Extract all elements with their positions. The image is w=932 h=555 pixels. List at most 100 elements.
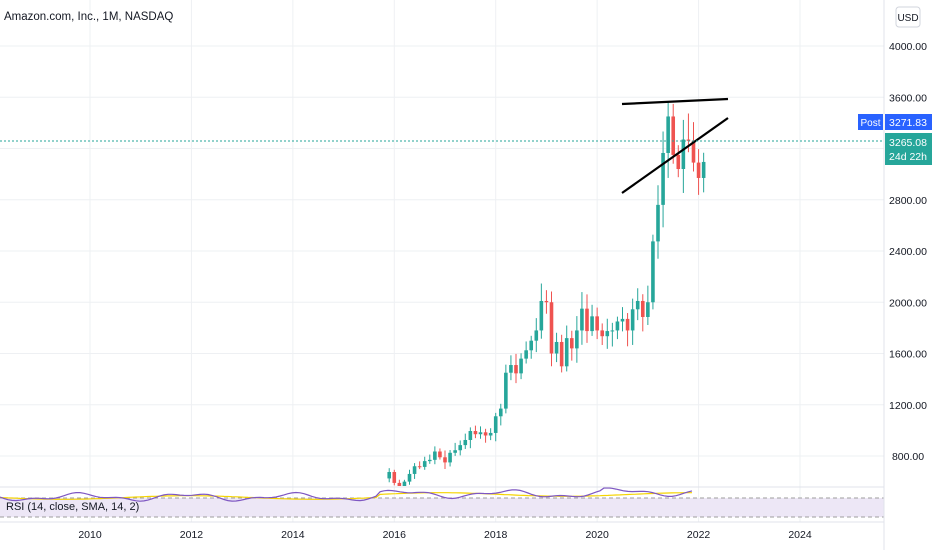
y-tick-label: 2400.00 [889, 246, 927, 258]
candle-body [483, 432, 488, 436]
triangle-pattern[interactable] [621, 97, 729, 194]
candle-body [407, 473, 412, 482]
candle-body [458, 445, 463, 451]
candle-body [686, 139, 691, 141]
candle-body [564, 338, 569, 367]
candle-body [696, 162, 701, 178]
candle-body [605, 331, 610, 337]
candle-body [412, 466, 417, 474]
y-tick-label: 1200.00 [889, 400, 927, 412]
post-label: Post [860, 118, 880, 129]
candle-body [524, 350, 528, 359]
candle-body [610, 330, 615, 332]
candle-body [640, 300, 645, 317]
candle-body [529, 340, 534, 351]
rsi-band [0, 498, 884, 517]
price-scale[interactable]: 800.00 1200.00 1600.00 2000.00 2400.00 2800.0… [889, 41, 927, 463]
candle-body [651, 241, 655, 303]
candle-body [443, 457, 447, 463]
candle-body [448, 452, 452, 463]
candle-body [387, 472, 392, 479]
candle-body [519, 358, 523, 374]
currency-label: USD [897, 13, 918, 24]
candle-body [646, 302, 650, 317]
x-tick-label: 2022 [687, 529, 711, 541]
candle-body [580, 308, 584, 331]
candle-body [630, 309, 635, 331]
candle-body [473, 431, 478, 435]
x-tick-label: 2010 [78, 529, 102, 541]
candle-body [569, 338, 574, 349]
candle-body [635, 300, 640, 310]
last-price-badge: 3265.08 24d 22h [885, 133, 932, 165]
candle-body [625, 318, 630, 331]
candle-body [493, 416, 498, 433]
candle-body [661, 152, 665, 205]
candle-body [422, 461, 427, 467]
candle-body [539, 300, 544, 331]
x-tick-label: 2024 [788, 529, 812, 541]
y-tick-label: 3600.00 [889, 92, 927, 104]
x-tick-label: 2020 [585, 529, 609, 541]
candle-body [585, 308, 589, 332]
candle-body [438, 451, 442, 458]
y-tick-label: 2800.00 [889, 195, 927, 207]
candle-body [417, 466, 422, 468]
rsi-pane: RSI (14, close, SMA, 14, 2) [0, 487, 884, 518]
last-price: 3265.08 [889, 137, 927, 149]
candle-body [600, 330, 605, 337]
candle-body [701, 161, 706, 178]
candle-body [620, 318, 625, 322]
candle-body [498, 408, 503, 417]
candle-body [402, 481, 407, 486]
upper-trendline[interactable] [621, 97, 729, 106]
candle-body [433, 451, 437, 460]
candle-body [463, 439, 468, 446]
symbol-title: Amazon.com, Inc., 1M, NASDAQ [4, 11, 173, 23]
candle-body [453, 450, 457, 453]
candle-body [549, 302, 554, 354]
currency-button[interactable]: USD [895, 6, 921, 28]
rsi-label[interactable]: RSI (14, close, SMA, 14, 2) [6, 501, 139, 513]
candle-body [478, 432, 483, 435]
candle-body [504, 372, 508, 409]
candle-body [691, 140, 696, 163]
candles [387, 102, 706, 486]
post-price-badge: Post 3271.83 [858, 114, 932, 130]
rsi-line [0, 487, 693, 502]
candle-body [615, 321, 620, 331]
candle-body [554, 341, 559, 354]
candle-body [397, 482, 402, 486]
candle-body [681, 139, 686, 169]
candle-body [559, 341, 564, 367]
y-tick-label: 1600.00 [889, 349, 927, 361]
y-tick-label: 2000.00 [889, 297, 927, 309]
candle-body [656, 204, 660, 242]
candle-body [595, 316, 599, 331]
y-tick-label: 800.00 [892, 451, 924, 463]
post-price: 3271.83 [889, 117, 927, 129]
y-tick-label: 4000.00 [889, 41, 927, 53]
candle-body [488, 432, 493, 436]
candle-body [509, 365, 513, 373]
candle-body [427, 459, 432, 462]
x-tick-label: 2012 [180, 529, 204, 541]
candle-body [544, 300, 549, 303]
candle-body [534, 330, 539, 341]
candle-body [671, 116, 676, 155]
candle-body [468, 431, 473, 440]
candle-body [666, 116, 670, 153]
x-tick-label: 2018 [484, 529, 508, 541]
bar-countdown: 24d 22h [889, 151, 927, 163]
x-tick-label: 2014 [281, 529, 305, 541]
lower-trendline[interactable] [621, 117, 729, 194]
candle-body [392, 472, 397, 483]
grid [0, 0, 884, 522]
candle-body [676, 154, 681, 169]
candle-body [514, 365, 518, 374]
time-scale[interactable]: 2010 2012 2014 2016 2018 2020 2022 2024 [78, 529, 812, 541]
x-tick-label: 2016 [383, 529, 407, 541]
candle-body [575, 330, 579, 349]
